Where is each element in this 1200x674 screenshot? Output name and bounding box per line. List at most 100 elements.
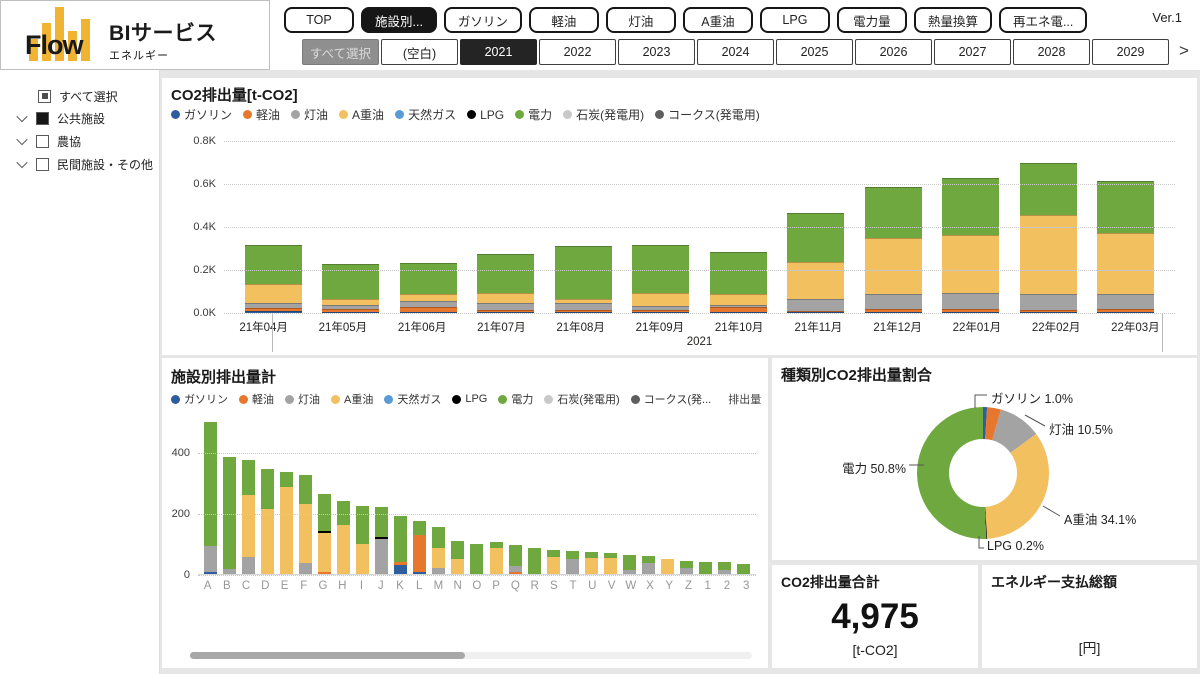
- donut-slice-kerosene[interactable]: [992, 409, 1037, 453]
- bar-facility-I[interactable]: [356, 505, 370, 574]
- chevron-down-icon[interactable]: [16, 156, 28, 169]
- year-chip-5[interactable]: 2024: [697, 39, 774, 65]
- bar-facility-J[interactable]: [375, 507, 389, 574]
- bar-facility-Q[interactable]: [508, 545, 522, 574]
- bar-21年08月[interactable]: [554, 245, 612, 313]
- checkbox-3[interactable]: [36, 157, 49, 171]
- bar-facility-G[interactable]: [318, 493, 332, 574]
- bar-facility-F[interactable]: [299, 475, 313, 574]
- bar-segment-electricity: [318, 493, 332, 532]
- nav-button-6[interactable]: LPG: [759, 7, 830, 33]
- x-axis-label: Z: [684, 580, 692, 592]
- year-chip-2[interactable]: 2021: [460, 39, 537, 65]
- checkbox-1[interactable]: [36, 111, 49, 125]
- bar-segment-gasoline: [787, 311, 845, 313]
- nav-button-0[interactable]: TOP: [284, 7, 354, 33]
- bar-21年09月[interactable]: [632, 244, 690, 313]
- year-chip-10[interactable]: 2029: [1092, 39, 1169, 65]
- year-chip-8[interactable]: 2027: [934, 39, 1011, 65]
- bar-facility-C[interactable]: [242, 460, 256, 574]
- nav-button-7[interactable]: 電力量: [836, 7, 907, 33]
- bar-facility-S[interactable]: [546, 550, 560, 574]
- facility-chart-scrollbar[interactable]: [190, 652, 752, 659]
- nav-button-8[interactable]: 熱量換算: [913, 7, 992, 33]
- bar-facility-B[interactable]: [223, 457, 237, 574]
- donut-slice-gasoline[interactable]: [983, 407, 988, 440]
- flow-bars-icon: [29, 5, 99, 61]
- year-chip-9[interactable]: 2028: [1013, 39, 1090, 65]
- tree-item-2[interactable]: 農協: [16, 131, 82, 151]
- year-chip-4[interactable]: 2023: [618, 39, 695, 65]
- bar-22年02月[interactable]: [1019, 162, 1077, 313]
- bar-facility-Y[interactable]: [660, 559, 674, 574]
- bar-facility-P[interactable]: [489, 542, 503, 574]
- nav-button-9[interactable]: 再エネ電...: [998, 7, 1088, 33]
- year-chip-1[interactable]: (空白): [381, 39, 458, 65]
- checkbox-2[interactable]: [36, 134, 49, 148]
- legend-item-3: A重油: [339, 106, 384, 123]
- tree-item-3[interactable]: 民間施設・その他: [16, 154, 153, 174]
- bar-facility-O[interactable]: [470, 544, 484, 574]
- donut-slice-lpg[interactable]: [984, 506, 988, 539]
- nav-button-4[interactable]: 灯油: [605, 7, 676, 33]
- bar-facility-D[interactable]: [261, 469, 275, 574]
- year-chip-0[interactable]: すべて選択: [302, 39, 379, 65]
- bar-facility-3[interactable]: [736, 563, 750, 574]
- bar-facility-W[interactable]: [622, 555, 636, 574]
- nav-button-3[interactable]: 軽油: [528, 7, 599, 33]
- chevron-down-icon[interactable]: [16, 133, 28, 146]
- donut-leader-line: [978, 536, 984, 549]
- bar-facility-U[interactable]: [584, 552, 598, 574]
- bar-facility-A[interactable]: [204, 422, 218, 574]
- bar-segment-electricity: [204, 422, 218, 547]
- tree-item-0[interactable]: すべて選択: [38, 86, 118, 106]
- year-scroll-right-icon[interactable]: >: [1179, 41, 1189, 60]
- legend-dot-icon: [243, 110, 253, 119]
- bar-21年11月[interactable]: [787, 213, 845, 313]
- bar-facility-X[interactable]: [641, 555, 655, 574]
- bar-facility-N[interactable]: [451, 540, 465, 574]
- year-chip-3[interactable]: 2022: [539, 39, 616, 65]
- checkbox-0[interactable]: [38, 89, 51, 103]
- bar-21年07月[interactable]: [477, 254, 535, 313]
- bar-facility-R[interactable]: [527, 548, 541, 574]
- nav-button-2[interactable]: ガソリン: [443, 7, 522, 33]
- year-chip-7[interactable]: 2026: [855, 39, 932, 65]
- bar-facility-Z[interactable]: [679, 561, 693, 574]
- bar-21年10月[interactable]: [709, 251, 767, 313]
- bar-facility-T[interactable]: [565, 551, 579, 574]
- bar-segment-diesel: [318, 571, 332, 574]
- bar-segment-kerosene: [565, 558, 579, 574]
- bar-facility-1[interactable]: [698, 562, 712, 574]
- bar-segment-heavy_oil_a: [322, 298, 380, 306]
- bar-21年06月[interactable]: [399, 263, 457, 313]
- bar-segment-heavy_oil_a: [477, 292, 535, 304]
- nav-button-5[interactable]: A重油: [682, 7, 753, 33]
- y-axis-tick: 0.6K: [193, 178, 216, 190]
- nav-button-1[interactable]: 施設別...: [361, 7, 437, 33]
- donut-slice-heavy_oil_a[interactable]: [985, 433, 1049, 539]
- chevron-down-icon[interactable]: [16, 110, 28, 123]
- x-axis-right-endcap: [1162, 314, 1163, 352]
- bar-facility-K[interactable]: [394, 516, 408, 574]
- bar-21年12月[interactable]: [864, 186, 922, 313]
- donut-slice-electricity[interactable]: [917, 407, 987, 539]
- bar-facility-H[interactable]: [337, 501, 351, 574]
- bar-segment-heavy_oil_a: [280, 487, 294, 574]
- bar-21年04月[interactable]: [244, 245, 302, 313]
- tree-item-1[interactable]: 公共施設: [16, 108, 105, 128]
- facility-chart-scrollbar-thumb[interactable]: [190, 652, 466, 659]
- bar-facility-V[interactable]: [603, 553, 617, 574]
- bar-22年01月[interactable]: [942, 178, 1000, 313]
- donut-slice-diesel[interactable]: [985, 407, 1002, 441]
- bar-segment-kerosene: [717, 570, 731, 574]
- bar-facility-L[interactable]: [413, 520, 427, 574]
- bar-22年03月[interactable]: [1097, 181, 1155, 313]
- bar-facility-2[interactable]: [717, 562, 731, 574]
- bar-facility-M[interactable]: [432, 526, 446, 574]
- tree-item-label: 農協: [57, 134, 82, 149]
- bar-21年05月[interactable]: [322, 264, 380, 313]
- bar-facility-E[interactable]: [280, 472, 294, 574]
- year-chip-6[interactable]: 2025: [776, 39, 853, 65]
- legend-dot-icon: [285, 394, 294, 404]
